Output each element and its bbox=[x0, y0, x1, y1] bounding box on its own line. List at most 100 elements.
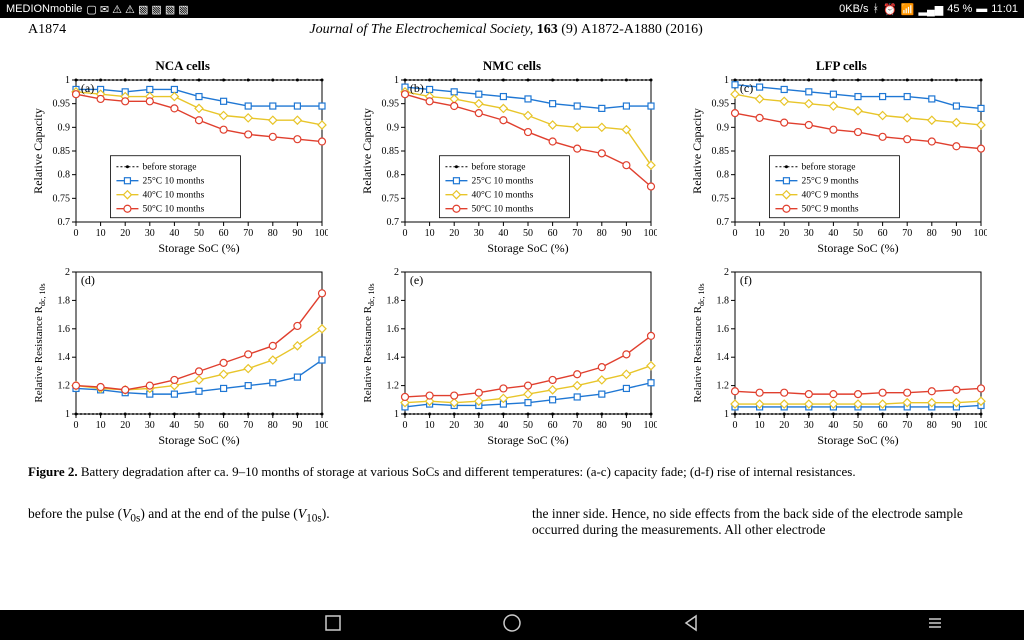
svg-text:80: 80 bbox=[926, 228, 936, 239]
svg-text:10: 10 bbox=[425, 420, 435, 431]
svg-text:1: 1 bbox=[724, 75, 729, 86]
svg-text:Storage SoC (%): Storage SoC (%) bbox=[488, 241, 569, 255]
svg-text:70: 70 bbox=[902, 420, 912, 431]
body-col-left: before the pulse (V0s) and at the end of… bbox=[28, 506, 492, 538]
svg-text:40: 40 bbox=[169, 420, 179, 431]
svg-text:50: 50 bbox=[853, 228, 863, 239]
home-button[interactable] bbox=[502, 613, 522, 638]
svg-text:Relative Resistance Rdc, 10s: Relative Resistance Rdc, 10s bbox=[33, 283, 47, 402]
svg-text:1.8: 1.8 bbox=[58, 295, 71, 306]
svg-text:1: 1 bbox=[724, 409, 729, 420]
svg-text:0.95: 0.95 bbox=[382, 99, 400, 110]
svg-text:1.2: 1.2 bbox=[58, 381, 71, 392]
svg-text:10: 10 bbox=[96, 228, 106, 239]
svg-text:Storage SoC (%): Storage SoC (%) bbox=[817, 241, 898, 255]
svg-text:0.7: 0.7 bbox=[716, 217, 729, 228]
svg-text:40: 40 bbox=[828, 420, 838, 431]
svg-text:60: 60 bbox=[877, 228, 887, 239]
svg-text:10: 10 bbox=[425, 228, 435, 239]
svg-text:10: 10 bbox=[754, 228, 764, 239]
svg-text:90: 90 bbox=[951, 420, 961, 431]
svg-text:1.2: 1.2 bbox=[716, 381, 729, 392]
svg-text:60: 60 bbox=[548, 228, 558, 239]
panel-a: NCA cells01020304050607080901000.70.750.… bbox=[28, 58, 337, 258]
svg-text:50: 50 bbox=[194, 420, 204, 431]
svg-text:0.85: 0.85 bbox=[53, 146, 71, 157]
svg-text:60: 60 bbox=[219, 228, 229, 239]
svg-text:40°C 9 months: 40°C 9 months bbox=[801, 190, 858, 201]
panel-e-svg: 010203040506070809010011.21.41.61.82(e)S… bbox=[357, 260, 657, 450]
svg-text:60: 60 bbox=[877, 420, 887, 431]
svg-text:30: 30 bbox=[145, 420, 155, 431]
svg-text:80: 80 bbox=[926, 420, 936, 431]
svg-text:0: 0 bbox=[403, 228, 408, 239]
svg-text:40: 40 bbox=[499, 420, 509, 431]
svg-text:(b): (b) bbox=[410, 81, 424, 95]
menu-button[interactable] bbox=[926, 614, 944, 637]
wifi-icon: 📶 bbox=[901, 3, 915, 16]
svg-text:30: 30 bbox=[803, 420, 813, 431]
svg-text:1.2: 1.2 bbox=[387, 381, 400, 392]
signal-icon: ▂▄▆ bbox=[918, 3, 943, 16]
panel-d: 010203040506070809010011.21.41.61.82(d)S… bbox=[28, 260, 337, 450]
svg-text:Storage SoC (%): Storage SoC (%) bbox=[817, 433, 898, 447]
panel-c-svg: 01020304050607080901000.70.750.80.850.90… bbox=[687, 58, 987, 258]
svg-text:before storage: before storage bbox=[801, 162, 855, 173]
svg-text:0.8: 0.8 bbox=[58, 170, 71, 181]
svg-text:1.6: 1.6 bbox=[716, 324, 729, 335]
svg-text:50: 50 bbox=[853, 420, 863, 431]
svg-text:25°C 9 months: 25°C 9 months bbox=[801, 176, 858, 187]
svg-text:70: 70 bbox=[243, 420, 253, 431]
svg-text:Storage SoC (%): Storage SoC (%) bbox=[488, 433, 569, 447]
panel-f: 010203040506070809010011.21.41.61.82(f)S… bbox=[687, 260, 996, 450]
svg-text:1: 1 bbox=[65, 409, 70, 420]
svg-text:(c): (c) bbox=[740, 81, 753, 95]
svg-text:0: 0 bbox=[732, 228, 737, 239]
svg-text:2: 2 bbox=[65, 267, 70, 278]
svg-text:25°C 10 months: 25°C 10 months bbox=[472, 176, 534, 187]
panel-c: LFP cells01020304050607080901000.70.750.… bbox=[687, 58, 996, 258]
svg-text:1: 1 bbox=[65, 75, 70, 86]
svg-text:1.4: 1.4 bbox=[716, 352, 729, 363]
svg-text:(d): (d) bbox=[81, 273, 95, 287]
svg-text:Relative Capacity: Relative Capacity bbox=[360, 108, 374, 194]
panel-b: NMC cells01020304050607080901000.70.750.… bbox=[357, 58, 666, 258]
svg-text:10: 10 bbox=[754, 420, 764, 431]
svg-text:90: 90 bbox=[622, 420, 632, 431]
svg-text:10: 10 bbox=[96, 420, 106, 431]
svg-text:20: 20 bbox=[120, 420, 130, 431]
battery-label: 45 % bbox=[947, 3, 972, 15]
carrier-label: MEDIONmobile bbox=[6, 3, 82, 15]
svg-text:2: 2 bbox=[394, 267, 399, 278]
svg-text:2: 2 bbox=[724, 267, 729, 278]
battery-icon: ▬ bbox=[976, 3, 987, 15]
figure-grid: NCA cells01020304050607080901000.70.750.… bbox=[28, 58, 996, 450]
svg-text:50: 50 bbox=[194, 228, 204, 239]
svg-text:60: 60 bbox=[219, 420, 229, 431]
svg-text:before storage: before storage bbox=[472, 162, 526, 173]
svg-text:100: 100 bbox=[973, 420, 987, 431]
svg-text:0: 0 bbox=[403, 420, 408, 431]
svg-text:90: 90 bbox=[622, 228, 632, 239]
svg-text:20: 20 bbox=[450, 228, 460, 239]
svg-text:Relative Capacity: Relative Capacity bbox=[31, 108, 45, 194]
svg-text:0: 0 bbox=[732, 420, 737, 431]
svg-text:1.4: 1.4 bbox=[58, 352, 71, 363]
svg-text:1.4: 1.4 bbox=[387, 352, 400, 363]
android-navbar bbox=[0, 610, 1024, 640]
svg-text:100: 100 bbox=[644, 228, 658, 239]
svg-text:0: 0 bbox=[74, 228, 79, 239]
svg-text:100: 100 bbox=[315, 228, 329, 239]
panel-d-svg: 010203040506070809010011.21.41.61.82(d)S… bbox=[28, 260, 328, 450]
body-col-right: the inner side. Hence, no side effects f… bbox=[532, 506, 996, 538]
svg-text:1: 1 bbox=[394, 409, 399, 420]
svg-text:0.85: 0.85 bbox=[711, 146, 729, 157]
svg-text:1.8: 1.8 bbox=[387, 295, 400, 306]
back-button[interactable] bbox=[682, 614, 700, 637]
panel-f-svg: 010203040506070809010011.21.41.61.82(f)S… bbox=[687, 260, 987, 450]
svg-text:40: 40 bbox=[828, 228, 838, 239]
caption-lead: Figure 2. bbox=[28, 464, 78, 479]
svg-text:1.6: 1.6 bbox=[387, 324, 400, 335]
svg-text:60: 60 bbox=[548, 420, 558, 431]
recents-button[interactable] bbox=[324, 614, 342, 637]
